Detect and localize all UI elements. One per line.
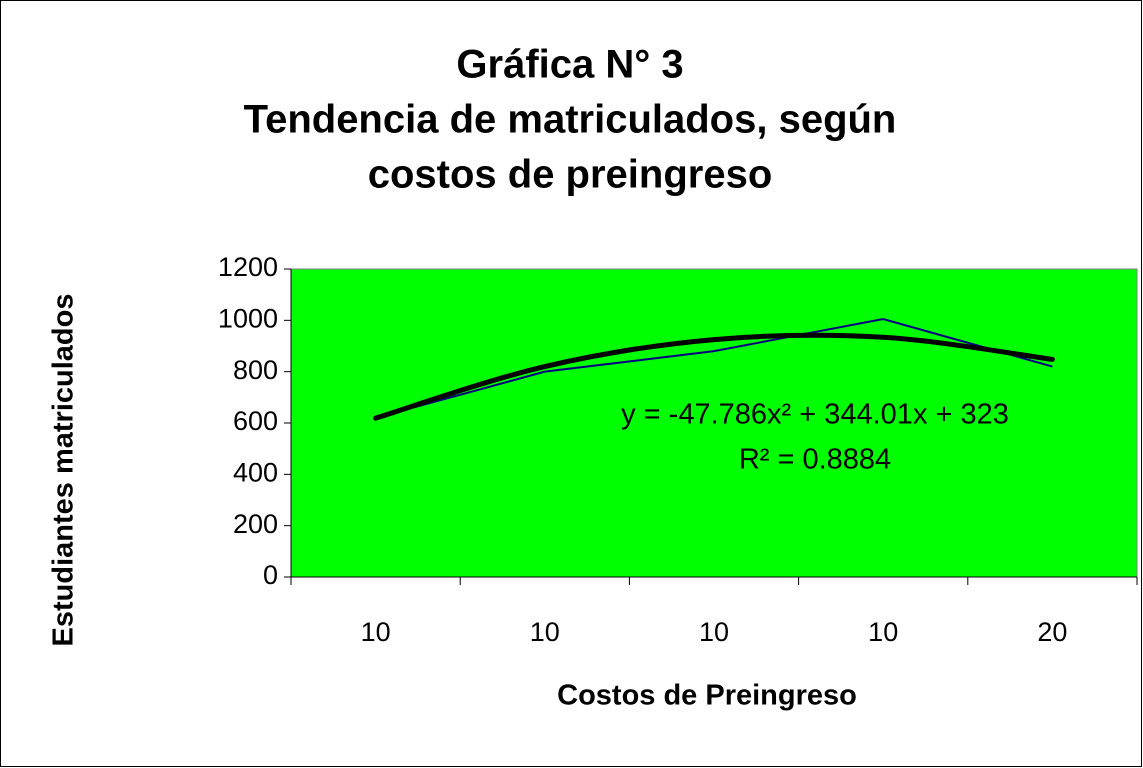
- trendline-r-squared: R² = 0.8884: [739, 444, 891, 476]
- y-tick-label: 800: [233, 355, 278, 385]
- x-tick-label: 10: [699, 617, 729, 647]
- x-tick-label: 20: [1037, 617, 1067, 647]
- y-tick-label: 200: [233, 509, 278, 539]
- plot-area: [290, 268, 1138, 578]
- x-axis-label: Costos de Preingreso: [557, 680, 857, 712]
- y-tick-label: 0: [263, 560, 278, 590]
- x-tick-label: 10: [530, 617, 560, 647]
- y-tick-label: 1200: [218, 252, 278, 282]
- x-tick-label: 10: [361, 617, 391, 647]
- chart-title: costos de preingreso: [368, 153, 773, 197]
- y-tick-label: 1000: [218, 303, 278, 333]
- data-line: [375, 318, 1053, 419]
- y-tick-label: 600: [233, 406, 278, 436]
- chart-title: Tendencia de matriculados, según: [244, 98, 897, 142]
- x-tick-label: 10: [868, 617, 898, 647]
- chart-title: Gráfica N° 3: [456, 43, 683, 87]
- trendline: [373, 332, 1055, 421]
- y-tick-label: 400: [233, 457, 278, 487]
- y-axis-label: Estudiantes matriculados: [48, 294, 80, 647]
- trendline-equation: y = -47.786x² + 344.01x + 323: [621, 399, 1009, 431]
